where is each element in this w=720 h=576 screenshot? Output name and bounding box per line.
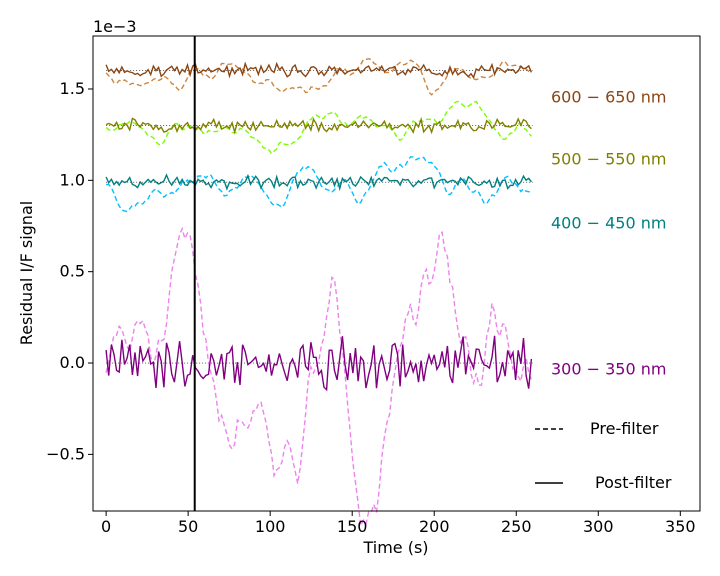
- series-layer: [105, 58, 533, 529]
- x-tick-label-5: 250: [501, 517, 532, 536]
- legend-post-label: Post-filter: [595, 473, 672, 492]
- pre-filter-line-0: [105, 58, 532, 96]
- pre-filter-line-3: [105, 226, 533, 529]
- pre-filter-line-1: [105, 100, 532, 155]
- band-label-1: 500 − 550 nm: [551, 149, 666, 168]
- y-tick-label-4: 1.5: [60, 79, 85, 98]
- x-tick-label-1: 50: [178, 517, 198, 536]
- post-filter-line-3: [105, 335, 533, 392]
- y-tick-label-2: 0.5: [60, 262, 85, 281]
- plot-frame: [92, 35, 701, 512]
- band-label-3: 300 − 350 nm: [551, 360, 666, 379]
- y-axis-ticks: −0.5 0.0 0.5 1.0 1.5: [46, 79, 93, 463]
- x-tick-label-7: 350: [665, 517, 696, 536]
- post-filter-line-0: [105, 61, 533, 80]
- band-labels: 600 − 650 nm 500 − 550 nm 400 − 450 nm 300 …: [551, 87, 666, 378]
- y-tick-label-3: 1.0: [60, 170, 85, 189]
- y-axis-label: Residual I/F signal: [17, 201, 36, 345]
- band-label-2: 400 − 450 nm: [551, 213, 666, 232]
- x-tick-label-4: 200: [419, 517, 450, 536]
- band-label-0: 600 − 650 nm: [551, 87, 666, 106]
- x-tick-label-2: 100: [255, 517, 286, 536]
- y-tick-label-1: 0.0: [60, 353, 85, 372]
- post-filter-line-2: [105, 173, 532, 192]
- x-tick-label-0: 0: [101, 517, 111, 536]
- pre-filter-line-2: [106, 156, 532, 213]
- legend-pre-label: Pre-filter: [590, 419, 659, 438]
- post-filter-line-1: [105, 116, 532, 135]
- y-tick-label-0: −0.5: [46, 444, 85, 463]
- legend: Pre-filter Post-filter: [535, 419, 672, 492]
- x-axis-ticks: 0 50 100 150 200 250 300 350: [101, 511, 696, 536]
- x-tick-label-3: 150: [337, 517, 368, 536]
- x-axis-label: Time (s): [362, 538, 428, 557]
- x-tick-label-6: 300: [583, 517, 614, 536]
- y-offset-label: 1e−3: [93, 17, 137, 36]
